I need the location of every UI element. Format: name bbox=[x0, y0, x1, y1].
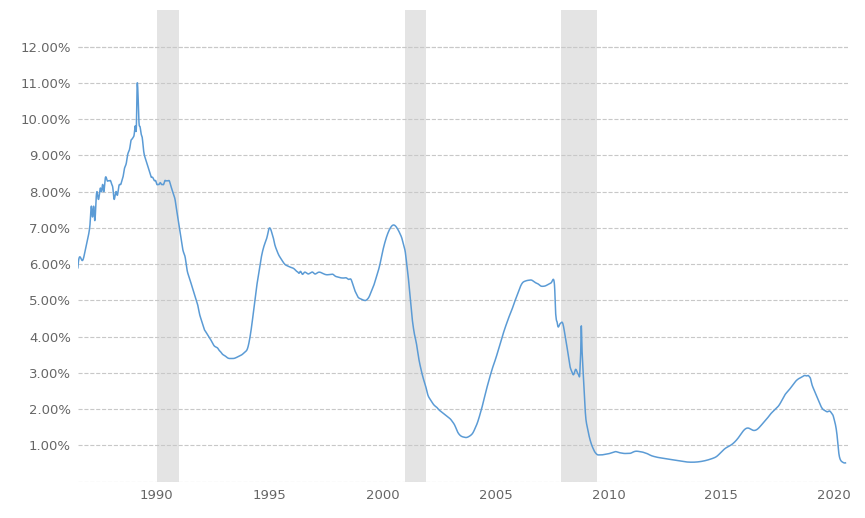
Bar bbox=[157, 10, 179, 482]
Bar bbox=[405, 10, 426, 482]
Bar bbox=[561, 10, 597, 482]
